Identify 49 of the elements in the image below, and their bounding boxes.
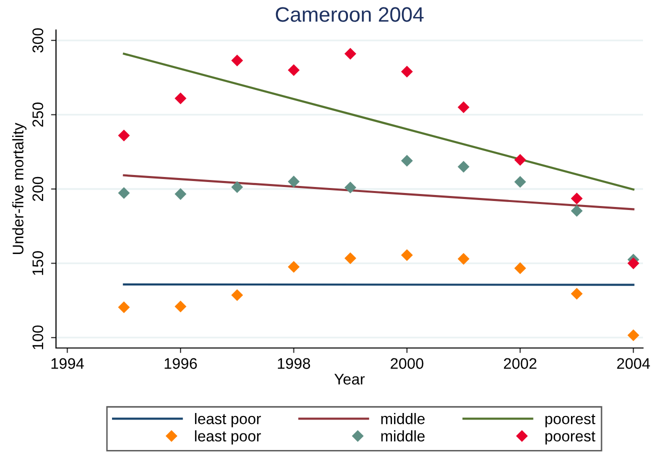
point — [458, 160, 470, 173]
point — [627, 329, 640, 342]
legend-label: middle — [381, 412, 425, 424]
x-tick-label: 2002 — [504, 358, 536, 369]
point — [514, 154, 526, 166]
chart-title: Cameroon 2004 — [276, 7, 424, 22]
x-tick-label: 2000 — [390, 358, 424, 369]
point — [288, 176, 300, 188]
point — [174, 92, 186, 104]
point — [514, 176, 526, 188]
y-tick-label: 200 — [32, 176, 44, 201]
legend-label: poorest — [545, 431, 596, 445]
point — [118, 187, 130, 199]
point — [344, 252, 356, 264]
y-tick-label: 250 — [32, 102, 44, 127]
point — [288, 64, 300, 76]
point — [458, 101, 470, 114]
x-tick-label: 1998 — [278, 358, 310, 369]
point — [174, 300, 186, 312]
point — [570, 192, 583, 204]
y-tick-label: 300 — [32, 28, 44, 53]
point — [231, 181, 244, 193]
point — [344, 182, 356, 194]
legend-label: middle — [381, 430, 425, 442]
point — [118, 130, 130, 142]
x-tick-label: 2004 — [617, 358, 650, 369]
point — [174, 188, 186, 200]
y-axis-title: Under-five mortality — [12, 122, 26, 254]
legend-label: least poor — [195, 412, 261, 428]
legend-label: least poor — [195, 430, 261, 445]
point — [288, 260, 300, 273]
x-tick-label: 1996 — [164, 358, 197, 369]
point — [401, 66, 413, 78]
legend-label: poorest — [545, 414, 596, 428]
point — [231, 289, 244, 301]
point — [570, 288, 583, 300]
point — [627, 257, 640, 270]
x-axis-title: Year — [334, 374, 365, 385]
y-tick-label: 150 — [32, 251, 44, 275]
y-tick-label: 100 — [32, 325, 44, 350]
point — [231, 54, 244, 66]
point — [458, 252, 470, 265]
point — [401, 154, 413, 167]
point — [401, 249, 413, 262]
point — [570, 204, 583, 217]
point — [344, 48, 356, 60]
point — [514, 262, 526, 274]
x-tick-label: 1994 — [51, 358, 84, 369]
point — [118, 301, 130, 314]
